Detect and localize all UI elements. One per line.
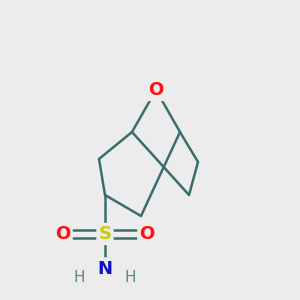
Text: O: O [140, 225, 154, 243]
Text: O: O [56, 225, 70, 243]
Text: H: H [74, 270, 85, 285]
Text: S: S [98, 225, 112, 243]
Text: O: O [148, 81, 164, 99]
Text: H: H [125, 270, 136, 285]
Text: N: N [98, 260, 112, 278]
